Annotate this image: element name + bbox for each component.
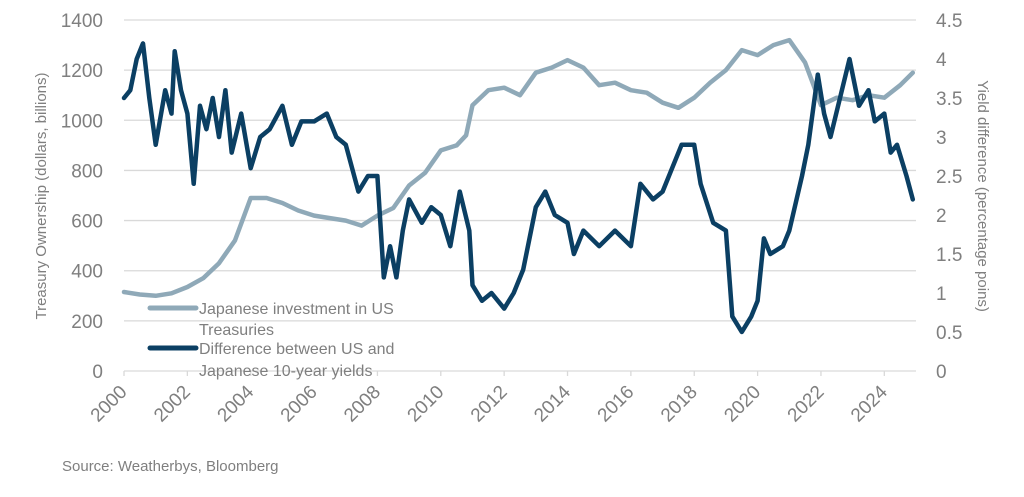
y-tick-label: 1200 — [61, 61, 103, 82]
y-tick-label: 600 — [71, 212, 103, 233]
y-axis-left: 0 200 400 600 800 1000 1200 1400 — [61, 11, 103, 383]
y-tick-label: 200 — [71, 312, 103, 333]
y2-tick-label: 1.5 — [936, 245, 962, 266]
y2-tick-label: 2.5 — [936, 167, 962, 188]
series-lines — [121, 37, 916, 335]
y-tick-label: 1400 — [61, 11, 103, 32]
y-tick-label: 0 — [92, 362, 103, 383]
x-tick-label: 2012 — [467, 382, 512, 427]
x-tick-label: 2002 — [150, 382, 195, 427]
y2-tick-label: 4.5 — [936, 11, 962, 32]
legend-label-yield-2: Japanese 10-year yields — [199, 363, 372, 380]
legend-label-investment-1: Japanese investment in US — [199, 301, 394, 318]
x-tick-label: 2020 — [720, 382, 765, 427]
legend: Japanese investment in US Treasuries Dif… — [147, 301, 394, 380]
y2-tick-label: 2 — [936, 206, 947, 227]
y-tick-label: 1000 — [61, 111, 103, 132]
y2-tick-label: 4 — [936, 50, 947, 71]
y2-tick-label: 3 — [936, 128, 947, 149]
x-tick-label: 2006 — [277, 382, 322, 427]
x-tick-label: 2022 — [784, 382, 829, 427]
y2-tick-label: 0 — [936, 362, 947, 383]
x-tick-label: 2016 — [594, 382, 639, 427]
series-line-yield-difference — [121, 41, 916, 335]
y-axis-right: 0 0.5 1 1.5 2 2.5 3 3.5 4 4.5 — [936, 11, 962, 383]
gridlines — [124, 19, 916, 372]
y-tick-label: 800 — [71, 161, 103, 182]
x-tick-label: 2010 — [404, 382, 449, 427]
source-note: Source: Weatherbys, Bloomberg — [62, 458, 279, 475]
x-tick-label: 2008 — [340, 382, 385, 427]
y2-tick-label: 0.5 — [936, 323, 962, 344]
y-axis-title: Treasury Ownership (dollars, billions) — [33, 72, 50, 319]
y-tick-label: 400 — [71, 262, 103, 283]
x-tick-label: 2024 — [847, 381, 892, 426]
y2-axis-title: Yield difference (percentage poins) — [974, 80, 991, 312]
legend-label-yield-1: Difference between US and — [199, 341, 394, 358]
x-tick-label: 2018 — [657, 382, 702, 427]
y2-tick-label: 1 — [936, 284, 947, 305]
x-tick-label: 2000 — [87, 382, 132, 427]
legend-label-investment-2: Treasuries — [199, 322, 274, 339]
x-tick-label: 2004 — [214, 381, 259, 426]
x-tick-label: 2014 — [530, 381, 575, 426]
series-line-investment — [121, 37, 916, 299]
y2-tick-label: 3.5 — [936, 89, 962, 110]
